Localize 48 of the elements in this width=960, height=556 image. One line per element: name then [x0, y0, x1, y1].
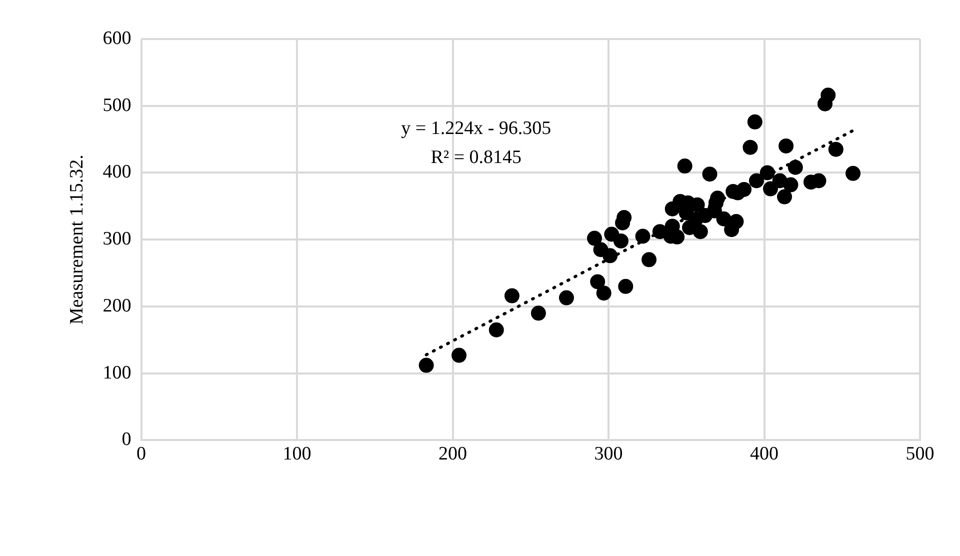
x-tick-label: 500 — [906, 444, 934, 465]
y-tick-label: 200 — [102, 295, 132, 316]
point — [618, 278, 634, 294]
point — [642, 252, 657, 268]
point — [783, 177, 798, 192]
point — [748, 173, 764, 188]
point — [846, 166, 861, 181]
y-tick-label: 0 — [122, 429, 132, 450]
point — [677, 158, 692, 174]
point — [590, 274, 606, 290]
y-tick-label: 400 — [102, 162, 132, 183]
x-tick-label: 0 — [136, 444, 146, 465]
x-tick-label: 100 — [282, 444, 312, 465]
point — [702, 166, 718, 182]
point — [828, 142, 844, 157]
annotation: y = 1.224x - 96.305 — [401, 118, 552, 139]
x-tick-label: 400 — [750, 444, 779, 465]
point — [788, 160, 803, 175]
point — [596, 286, 612, 301]
point — [452, 348, 467, 363]
point — [418, 358, 434, 373]
point — [736, 182, 752, 197]
point — [742, 140, 758, 155]
point — [488, 322, 504, 338]
point — [747, 114, 762, 130]
point — [778, 138, 794, 154]
point — [692, 224, 708, 240]
y-tick-label: 600 — [102, 28, 132, 49]
x-tick-label: 300 — [594, 444, 623, 465]
point — [558, 290, 574, 306]
point — [635, 228, 650, 244]
y-tick-label: 500 — [102, 94, 132, 116]
y-tick-label: 300 — [102, 228, 132, 250]
point — [587, 230, 602, 246]
point — [777, 189, 792, 204]
x-tick-label: 200 — [438, 444, 468, 465]
y-tick-label: 100 — [102, 362, 132, 384]
point — [762, 181, 778, 196]
point — [613, 233, 628, 248]
point — [602, 248, 618, 264]
point — [530, 306, 546, 321]
point — [728, 214, 744, 230]
y-axis-title: Measurement 1.15.32. — [66, 154, 88, 325]
point — [820, 88, 836, 103]
point — [504, 288, 520, 304]
annotation: R² = 0.8145 — [430, 147, 522, 168]
point — [760, 165, 775, 180]
point — [716, 211, 732, 226]
